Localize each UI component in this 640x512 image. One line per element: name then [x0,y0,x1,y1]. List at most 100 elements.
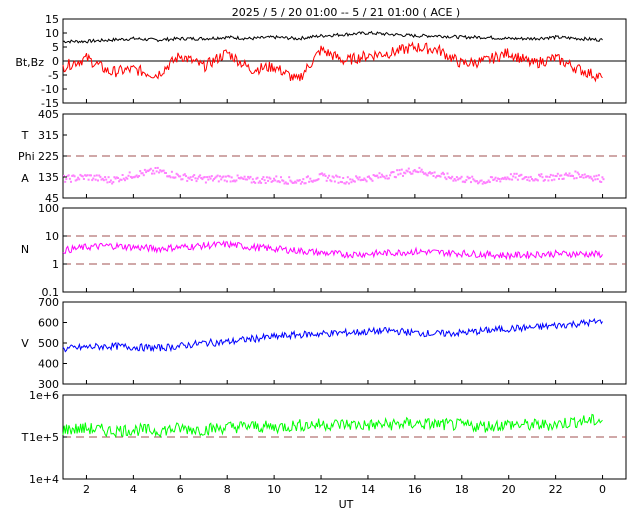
angle-point [532,179,535,182]
angle-point [491,176,494,179]
angle-point [562,177,565,180]
angle-point [140,172,143,175]
angle-point [142,174,145,177]
x-tick-label: 10 [267,483,281,496]
y-tick-label: 0.1 [42,286,60,299]
angle-point [322,174,325,177]
angle-point [405,169,408,172]
angle-point [67,174,70,177]
angle-point [383,175,386,178]
angle-point [472,178,475,181]
angle-point [228,175,231,178]
angle-point [128,171,131,174]
angle-point [473,179,476,182]
angle-point [573,177,576,180]
angle-point [414,170,417,173]
angle-point [104,176,107,179]
angle-point [574,170,577,173]
angle-point [446,172,449,175]
angle-point [93,174,96,177]
angle-point [457,178,460,181]
angle-point [240,176,243,179]
panel-density: N [21,207,627,293]
angle-point [380,173,383,176]
angle-point [464,181,467,184]
angle-point [390,171,393,174]
angle-point [114,177,117,180]
angle-point [152,169,155,172]
angle-point [556,172,559,175]
angle-point [335,174,338,177]
angle-point [536,179,539,182]
angle-point [455,176,458,179]
angle-point [355,175,358,178]
angle-point [410,172,413,175]
angle-point [570,174,573,177]
angle-point [360,178,363,181]
angle-point [258,180,261,183]
angle-point [208,175,211,178]
angle-point [507,177,510,180]
angle-point [118,180,121,183]
angle-point [153,172,156,175]
angle-point [72,174,75,177]
angle-point [421,171,424,174]
y-tick-label: 600 [38,317,59,330]
angle-point [213,178,216,180]
angle-point [599,180,601,183]
angle-point [107,176,110,179]
angle-point [463,180,465,183]
angle-point [566,174,569,177]
angle-point [333,180,336,183]
angle-point [547,179,550,182]
angle-point [343,182,346,185]
angle-point [338,176,341,179]
angle-point [273,177,275,180]
angle-point [120,178,123,181]
y-tick-label: 225 [38,150,59,163]
angle-point [397,173,400,176]
angle-point [375,175,377,178]
angle-point [310,180,313,183]
angle-point [439,175,442,178]
angle-point [132,176,135,179]
angle-point [127,174,130,177]
angle-point [387,177,390,180]
angle-point [332,176,335,179]
y-tick-label: 45 [45,192,59,205]
angle-point [202,176,205,179]
x-tick-label: 14 [361,483,375,496]
angle-point [307,175,309,178]
angle-point [282,179,285,182]
angle-point [538,173,540,176]
x-tick-label: 6 [177,483,184,496]
angle-point [154,167,157,169]
angle-point [268,176,271,179]
angle-point [586,175,589,178]
angle-point [168,175,171,178]
angle-point [84,174,87,177]
angle-point [516,178,519,181]
angle-point [71,174,74,177]
angle-point [224,175,227,178]
angle-point [484,182,487,185]
angle-point [363,177,366,180]
angle-point [264,182,267,184]
angle-point [159,169,162,172]
angle-point [296,179,299,182]
angle-point [133,176,136,179]
angle-point [508,178,511,181]
bt-series-line [62,30,603,44]
angle-point [219,175,221,178]
angle-point [365,180,368,183]
angle-point [207,178,210,181]
angle-point [572,175,574,177]
angle-point [87,178,90,181]
angle-point [352,180,355,183]
angle-point [370,178,373,181]
angle-point [86,174,89,177]
angle-point [461,180,464,183]
angle-point [505,178,508,181]
angle-point [601,176,604,179]
